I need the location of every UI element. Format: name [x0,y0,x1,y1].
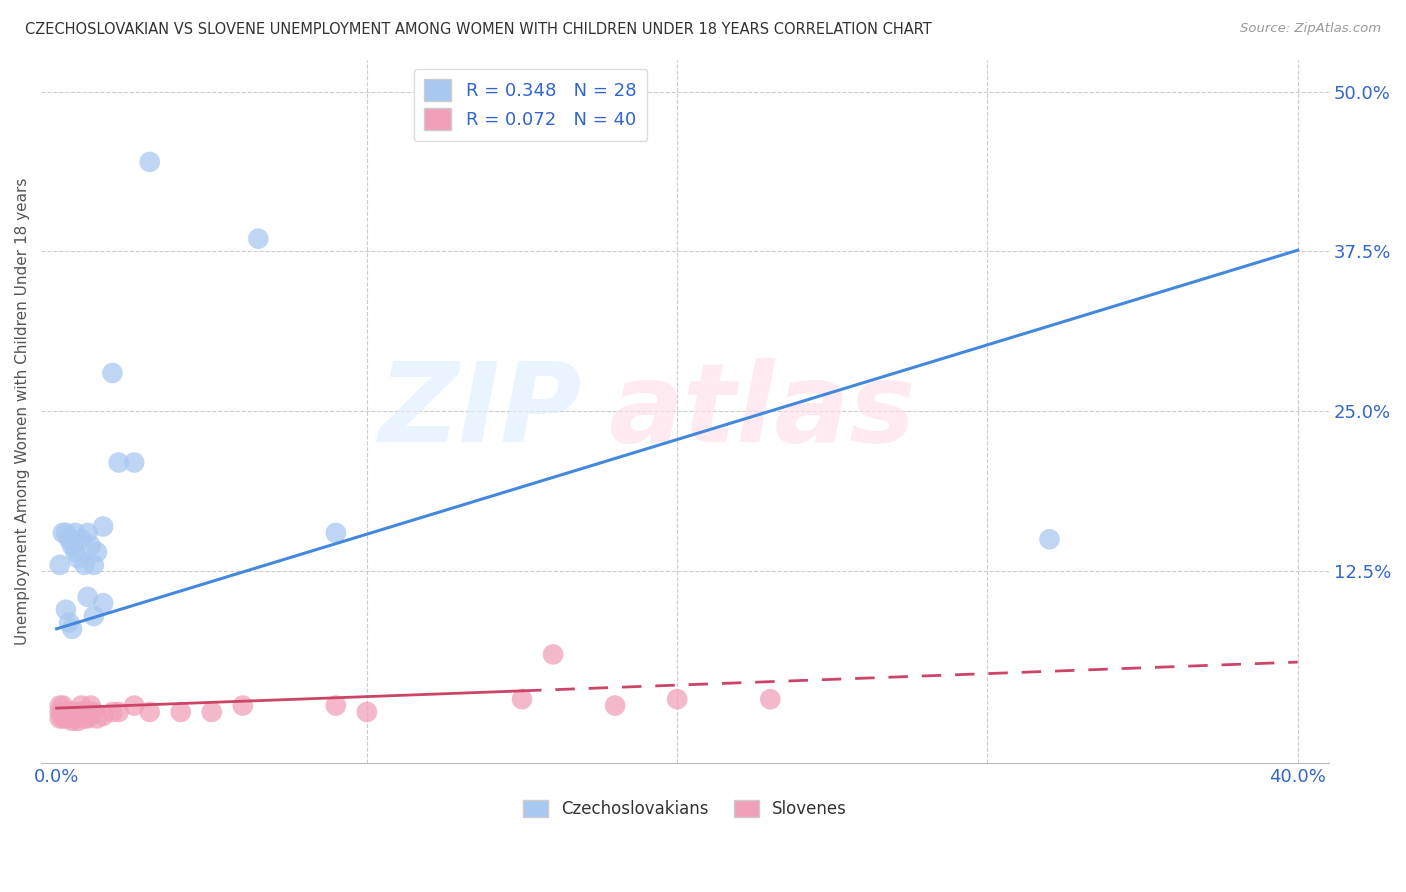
Point [138,155,160,169]
Point [65,525,87,540]
Point [55,525,77,540]
Point [60,539,83,553]
Point [107,456,129,470]
Point [666,692,689,706]
Point [76,711,98,725]
Point [65,545,87,559]
Point [58,615,80,630]
Point [83,705,105,719]
Point [91,596,114,610]
Point [70,708,93,723]
Point [70,533,93,547]
Point [60,705,83,719]
Point [60,622,83,636]
Point [65,711,87,725]
Point [73,558,96,572]
Point [76,590,98,604]
Point [76,525,98,540]
Point [605,698,627,713]
Point [101,366,124,380]
Point [138,705,160,719]
Point [55,705,77,719]
Point [356,705,378,719]
Point [80,539,103,553]
Point [67,551,90,566]
Point [232,698,254,713]
Point [73,711,96,725]
Text: atlas: atlas [607,358,915,465]
Point [70,698,93,713]
Point [101,705,124,719]
Text: Source: ZipAtlas.com: Source: ZipAtlas.com [1240,22,1381,36]
Point [48,558,70,572]
Point [122,456,145,470]
Point [55,711,77,725]
Point [80,698,103,713]
Point [325,525,347,540]
Text: ZIP: ZIP [378,358,582,465]
Point [52,711,75,725]
Point [76,705,98,719]
Point [55,602,77,616]
Point [80,705,103,719]
Point [67,705,90,719]
Y-axis label: Unemployment Among Women with Children Under 18 years: Unemployment Among Women with Children U… [15,178,30,645]
Point [510,692,533,706]
Point [541,648,564,662]
Point [52,705,75,719]
Point [91,708,114,723]
Point [201,705,224,719]
Point [52,698,75,713]
Point [48,711,70,725]
Point [107,705,129,719]
Point [86,545,108,559]
Point [1038,533,1060,547]
Point [325,698,347,713]
Point [48,698,70,713]
Point [83,609,105,624]
Point [247,232,270,246]
Point [52,525,75,540]
Point [122,698,145,713]
Point [60,714,83,728]
Point [58,708,80,723]
Point [67,714,90,728]
Point [759,692,782,706]
Point [91,519,114,533]
Point [83,558,105,572]
Legend: Czechoslovakians, Slovenes: Czechoslovakians, Slovenes [516,794,853,825]
Text: CZECHOSLOVAKIAN VS SLOVENE UNEMPLOYMENT AMONG WOMEN WITH CHILDREN UNDER 18 YEARS: CZECHOSLOVAKIAN VS SLOVENE UNEMPLOYMENT … [25,22,932,37]
Point [58,533,80,547]
Point [170,705,193,719]
Point [86,711,108,725]
Point [65,705,87,719]
Point [48,705,70,719]
Point [73,705,96,719]
